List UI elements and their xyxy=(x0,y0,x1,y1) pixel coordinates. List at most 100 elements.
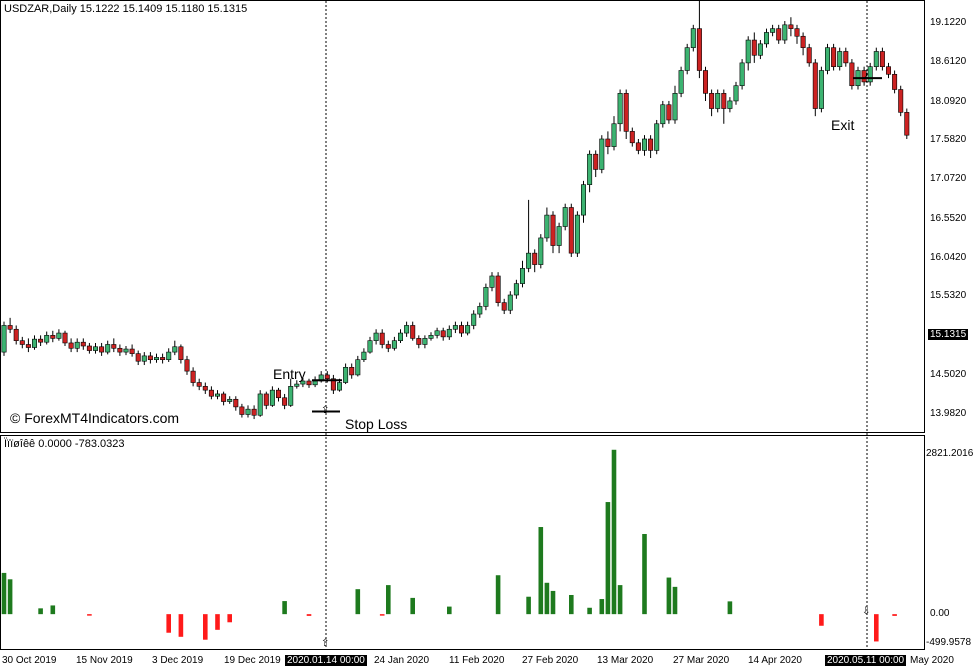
candle-body xyxy=(147,355,153,360)
histogram-bar xyxy=(178,614,184,637)
candle-body xyxy=(550,214,556,246)
candle-body xyxy=(648,138,654,151)
candle-body xyxy=(739,62,745,87)
histogram-bar xyxy=(495,575,501,615)
candle-body xyxy=(227,398,233,402)
histogram-bar xyxy=(617,585,623,615)
candle-body xyxy=(599,138,605,170)
candle-body xyxy=(861,70,867,83)
stop-loss-annotation: Stop Loss xyxy=(345,416,408,432)
candle-body xyxy=(13,328,19,341)
candle-body xyxy=(196,382,202,387)
histogram-bar xyxy=(166,614,171,633)
candle-body xyxy=(154,357,160,360)
time-axis-label: 2020.01.14 00:00 xyxy=(285,655,367,666)
candle-body xyxy=(111,344,117,349)
candle-body xyxy=(507,294,513,311)
histogram-bar xyxy=(447,606,452,615)
histogram-bar xyxy=(550,590,556,615)
candle-body xyxy=(172,346,178,353)
histogram-bar xyxy=(215,614,220,630)
candle-body xyxy=(715,93,721,109)
candle-body xyxy=(770,28,776,33)
candle-body xyxy=(574,214,580,254)
candle-body xyxy=(178,346,184,360)
candle-body xyxy=(44,335,50,343)
candle-body xyxy=(7,325,13,330)
candle-body xyxy=(239,406,245,415)
time-axis-label: 27 Feb 2020 xyxy=(522,655,579,666)
histogram-bar xyxy=(611,449,617,615)
histogram-bar xyxy=(379,614,385,616)
candle-body xyxy=(312,380,318,386)
candle-body xyxy=(641,138,647,151)
chart-info-label: USDZAR,Daily 15.1222 15.1409 15.1180 15.… xyxy=(4,3,248,15)
candle-body xyxy=(867,66,873,83)
candle-body xyxy=(745,39,751,64)
candle-body xyxy=(800,35,806,48)
candle-body xyxy=(282,397,288,406)
price-axis-label: 18.6120 xyxy=(930,55,967,67)
candle-body xyxy=(166,351,172,360)
candle-body xyxy=(160,357,166,360)
candle-body xyxy=(873,51,879,67)
histogram-bar xyxy=(306,614,312,616)
histogram-bar xyxy=(203,614,208,640)
candle-body xyxy=(19,340,25,345)
candle-body xyxy=(544,214,550,239)
candle-body xyxy=(501,302,507,311)
candle-body xyxy=(50,335,56,339)
histogram-bar xyxy=(727,601,733,615)
histogram-bar xyxy=(410,597,415,615)
histogram-bar xyxy=(355,589,361,615)
current-price-label: 15.1315 xyxy=(928,329,969,340)
time-axis-label: 14 Apr 2020 xyxy=(748,655,802,666)
candle-body xyxy=(892,74,898,90)
candle-body xyxy=(263,393,269,406)
candle-body xyxy=(300,380,306,385)
candle-body xyxy=(62,332,68,344)
candle-body xyxy=(831,47,837,67)
candle-body xyxy=(849,62,855,87)
candle-body xyxy=(288,386,294,406)
candle-body xyxy=(135,353,141,362)
candle-body xyxy=(31,338,37,348)
candle-body xyxy=(495,275,501,303)
candle-body xyxy=(519,268,525,284)
histogram-bar xyxy=(87,614,92,616)
candle-body xyxy=(843,51,849,64)
time-axis-label: May 2020 xyxy=(910,655,954,666)
candle-body xyxy=(580,184,586,216)
histogram-bar xyxy=(1,572,7,615)
candle-body xyxy=(117,347,123,353)
entry-signal-arrow-icon: ⇧ xyxy=(321,638,329,649)
candle-body xyxy=(367,340,373,353)
price-axis-label: 14.5020 xyxy=(930,368,967,380)
candle-body xyxy=(806,47,812,64)
candle-body xyxy=(208,389,214,397)
candle-body xyxy=(538,237,544,265)
candle-body xyxy=(391,340,397,349)
candle-body xyxy=(74,341,80,349)
candle-body xyxy=(794,28,800,37)
time-axis-label: 24 Jan 2020 xyxy=(374,655,430,666)
candle-body xyxy=(587,153,593,185)
candle-body xyxy=(440,330,446,338)
candle-body xyxy=(532,252,538,265)
candles-group xyxy=(1,0,910,420)
histogram-bar xyxy=(672,586,678,615)
histogram-bar xyxy=(892,614,897,616)
candle-body xyxy=(56,332,62,339)
candle-body xyxy=(666,104,672,121)
histogram-bar xyxy=(7,579,13,615)
candle-body xyxy=(410,325,416,339)
candle-body xyxy=(562,207,568,227)
candle-body xyxy=(275,389,281,399)
candle-body xyxy=(93,346,99,351)
histogram-bar xyxy=(642,533,647,615)
price-axis-label: 15.5320 xyxy=(930,290,967,302)
candle-body xyxy=(672,93,678,121)
candle-body xyxy=(635,142,641,151)
candle-body xyxy=(727,100,733,109)
